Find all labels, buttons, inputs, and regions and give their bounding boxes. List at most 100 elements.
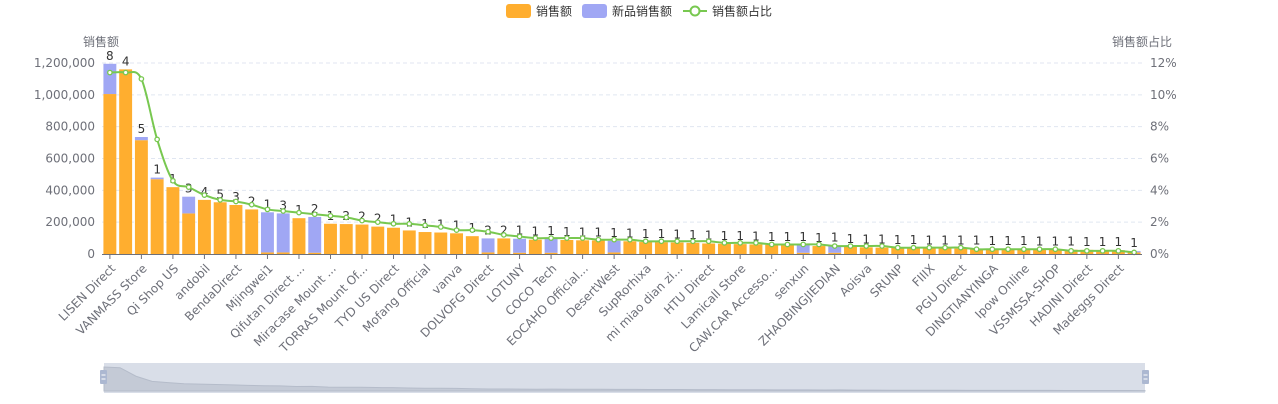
bar-count-label: 1 <box>736 229 744 243</box>
ratio-point[interactable] <box>831 243 838 249</box>
ratio-point[interactable] <box>863 243 870 249</box>
ratio-point[interactable] <box>989 246 996 253</box>
bar-count-label: 2 <box>374 212 382 226</box>
ratio-point[interactable] <box>390 220 397 227</box>
bar-sales <box>387 227 400 254</box>
bar-sales <box>450 233 464 254</box>
ratio-point[interactable] <box>296 209 302 216</box>
ratio-point[interactable] <box>563 235 570 241</box>
bar-count-label: 5 <box>216 187 224 201</box>
bar-sales <box>891 247 905 254</box>
bar-count-label: 1 <box>878 233 886 247</box>
bar-new-sales <box>276 213 290 253</box>
y-right-tick-label: 12% <box>1150 56 1177 70</box>
ratio-point[interactable] <box>690 238 696 245</box>
ratio-point[interactable] <box>642 238 649 245</box>
legend-item-new-sales[interactable]: 新品销售额 <box>582 4 672 19</box>
ratio-point[interactable] <box>374 219 381 226</box>
ratio-point[interactable] <box>816 241 822 248</box>
ratio-point[interactable] <box>343 214 350 221</box>
bar-sales <box>702 243 716 254</box>
ratio-point[interactable] <box>721 240 728 246</box>
ratio-point[interactable] <box>579 235 586 241</box>
bar-count-label: 1 <box>563 225 571 239</box>
ratio-point[interactable] <box>453 227 460 233</box>
zoom-handle-right[interactable] <box>1142 370 1149 384</box>
ratio-point[interactable] <box>500 232 507 238</box>
ratio-point[interactable] <box>784 241 791 248</box>
zoom-handle-left[interactable] <box>100 370 107 384</box>
bar-count-label: 2 <box>248 194 256 208</box>
bar-count-label: 4 <box>122 54 130 68</box>
legend[interactable]: 销售额 新品销售额 销售额占比 <box>506 4 772 19</box>
ratio-point[interactable] <box>264 206 271 213</box>
ratio-point[interactable] <box>1099 247 1106 254</box>
bar-sales <box>213 202 227 254</box>
ratio-point[interactable] <box>595 236 602 243</box>
ratio-point[interactable] <box>973 246 980 253</box>
ratio-point[interactable] <box>705 238 712 245</box>
bar-sales <box>954 248 968 254</box>
ratio-point[interactable] <box>894 244 901 251</box>
bar-count-label: 1 <box>547 224 555 238</box>
ratio-point[interactable] <box>532 235 539 241</box>
ratio-point[interactable] <box>942 244 948 251</box>
legend-item-sales[interactable]: 销售额 <box>506 4 572 19</box>
ratio-point[interactable] <box>311 211 318 218</box>
ratio-point[interactable] <box>122 69 129 76</box>
ratio-point[interactable] <box>658 238 665 245</box>
y-right-axis: 0% 2% 4% 6% 8% 10% 12% <box>1150 56 1177 261</box>
ratio-point[interactable] <box>1083 247 1090 254</box>
ratio-point[interactable] <box>753 240 759 246</box>
ratio-point[interactable] <box>437 224 444 230</box>
ratio-point[interactable] <box>957 244 964 251</box>
ratio-point[interactable] <box>1115 247 1122 254</box>
ratio-point[interactable] <box>611 236 617 243</box>
ratio-point[interactable] <box>107 69 113 76</box>
ratio-point[interactable] <box>627 236 633 243</box>
ratio-point[interactable] <box>548 235 554 241</box>
ratio-point[interactable] <box>737 240 744 246</box>
ratio-point[interactable] <box>674 238 681 245</box>
bar-count-label: 1 <box>642 227 650 241</box>
ratio-point[interactable] <box>768 241 775 248</box>
bar-new-sales <box>308 216 322 253</box>
ratio-point[interactable] <box>154 136 161 143</box>
ratio-point[interactable] <box>1131 249 1137 256</box>
bar-sales <box>119 69 133 254</box>
ratio-point[interactable] <box>201 192 208 198</box>
ratio-point[interactable] <box>217 197 224 203</box>
ratio-point[interactable] <box>1020 246 1027 253</box>
ratio-point[interactable] <box>280 208 287 214</box>
legend-label-new-sales: 新品销售额 <box>612 4 672 19</box>
ratio-point[interactable] <box>248 201 255 208</box>
bar-sales <box>150 179 164 254</box>
ratio-point[interactable] <box>1068 247 1074 254</box>
ratio-point[interactable] <box>185 184 192 190</box>
bar-count-label: 1 <box>610 226 618 240</box>
x-axis-label: FIIIX <box>910 261 938 289</box>
bar-new-sales <box>828 245 842 253</box>
ratio-point[interactable] <box>879 243 885 249</box>
ratio-point[interactable] <box>138 76 145 82</box>
ratio-point[interactable] <box>926 244 933 251</box>
ratio-point[interactable] <box>847 243 854 249</box>
ratio-point[interactable] <box>1005 246 1011 253</box>
ratio-point[interactable] <box>800 241 807 248</box>
bar-sales <box>276 252 290 254</box>
ratio-point[interactable] <box>406 220 413 227</box>
ratio-point[interactable] <box>233 198 239 205</box>
ratio-point[interactable] <box>1052 246 1059 253</box>
ratio-point[interactable] <box>469 227 476 233</box>
ratio-point[interactable] <box>485 228 491 235</box>
ratio-point[interactable] <box>910 244 917 251</box>
ratio-point[interactable] <box>422 222 428 229</box>
bar-count-label: 1 <box>910 233 918 247</box>
ratio-point[interactable] <box>359 217 365 224</box>
ratio-point[interactable] <box>327 212 334 219</box>
ratio-point[interactable] <box>170 177 176 184</box>
ratio-point[interactable] <box>1036 246 1043 253</box>
data-zoom-slider[interactable] <box>100 363 1149 393</box>
legend-item-ratio[interactable]: 销售额占比 <box>683 4 772 19</box>
ratio-point[interactable] <box>516 233 523 240</box>
